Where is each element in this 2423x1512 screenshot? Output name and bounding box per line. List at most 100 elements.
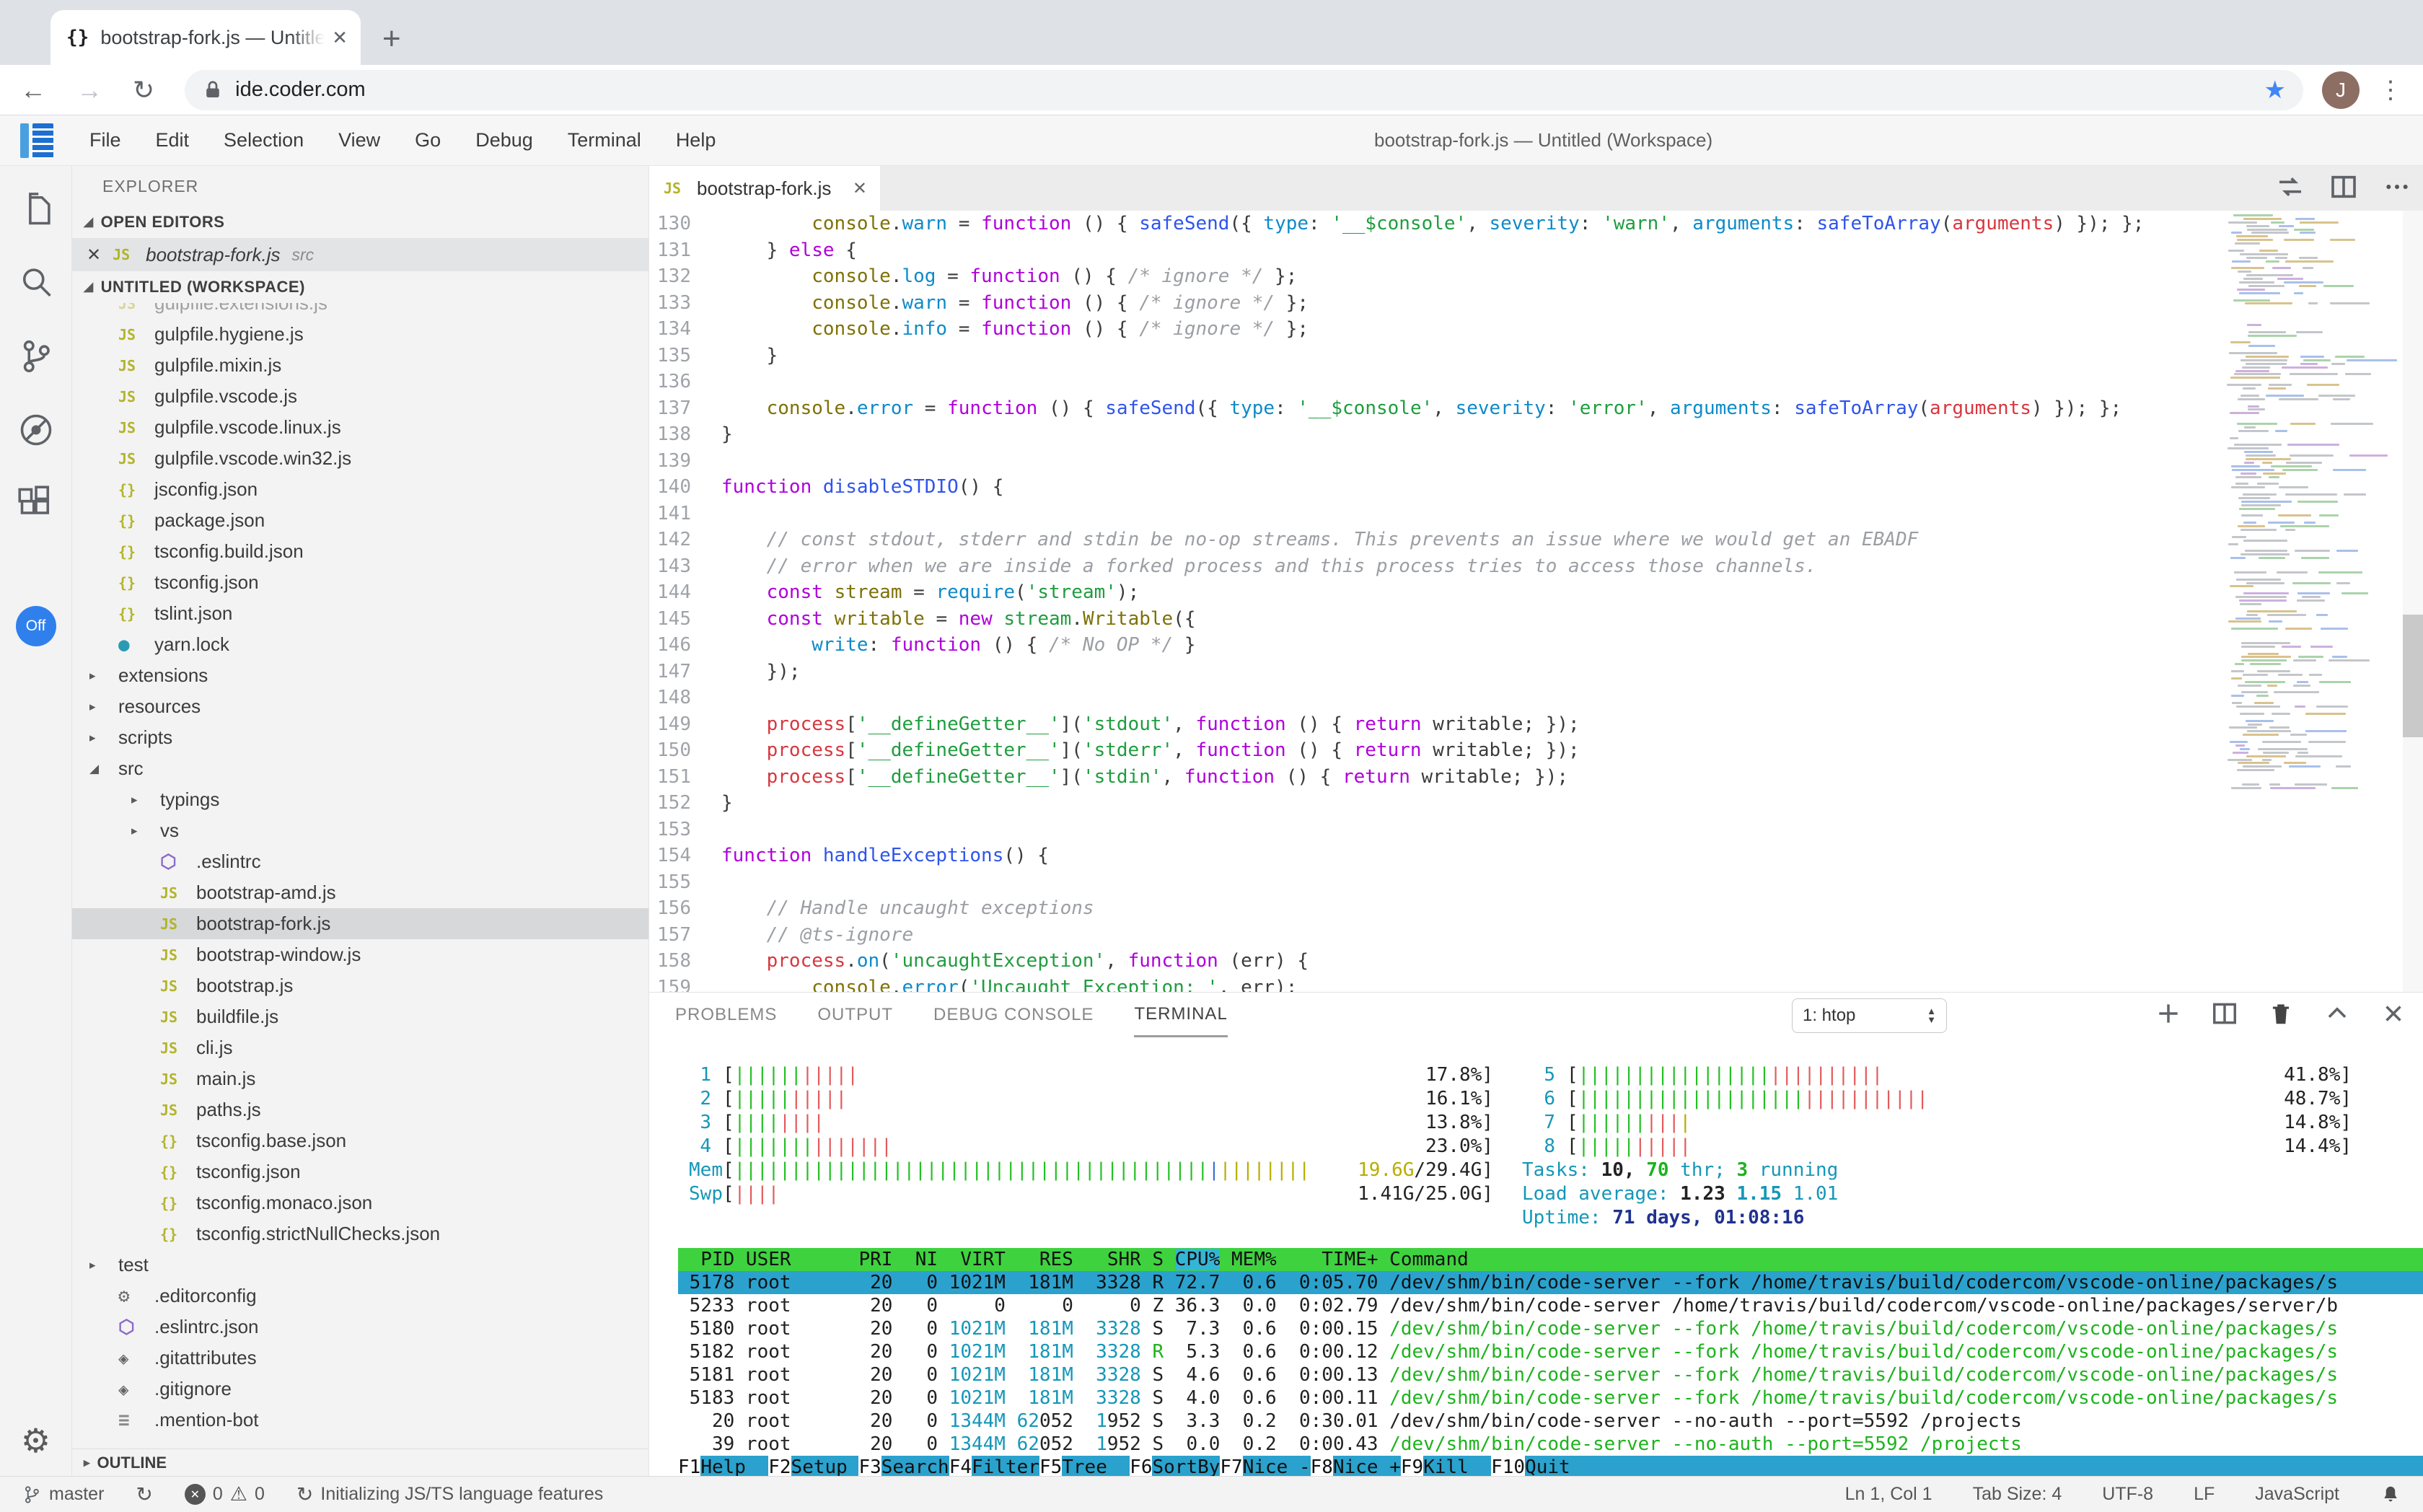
maximize-panel-icon[interactable] [2323, 1000, 2351, 1031]
settings-gear-icon[interactable]: ⚙ [21, 1421, 50, 1460]
tree-item-src[interactable]: ◢src [72, 753, 648, 784]
fkey-label-F9[interactable]: Kill [1423, 1456, 1491, 1476]
fkey-label-F4[interactable]: Filter [972, 1456, 1039, 1476]
debug-icon[interactable] [17, 411, 55, 449]
process-row[interactable]: 5181 root 20 0 1021M 181M 3328 S 4.6 0.6… [678, 1363, 2423, 1386]
tree-item-tsconfig.monaco.json[interactable]: {}tsconfig.monaco.json [72, 1187, 648, 1218]
new-tab-button[interactable]: + [382, 23, 401, 55]
tree-item-tslint.json[interactable]: {}tslint.json [72, 598, 648, 629]
tab-close-icon[interactable]: ✕ [853, 178, 867, 199]
menu-item-debug[interactable]: Debug [458, 129, 550, 151]
fkey-label-F3[interactable]: Search [881, 1456, 949, 1476]
tab-close-icon[interactable]: ✕ [332, 27, 348, 49]
tree-item-.gitignore[interactable]: ◈.gitignore [72, 1373, 648, 1405]
fkey-F4[interactable]: F4 [949, 1456, 972, 1476]
workspace-header[interactable]: ◢ UNTITLED (WORKSPACE) [72, 271, 648, 303]
menu-item-help[interactable]: Help [659, 129, 734, 151]
close-panel-icon[interactable] [2380, 1000, 2407, 1031]
fkey-F2[interactable]: F2 [768, 1456, 791, 1476]
language-mode[interactable]: JavaScript [2255, 1484, 2339, 1505]
split-editor-icon[interactable] [2329, 172, 2358, 205]
search-icon[interactable] [17, 264, 55, 302]
tree-item-jsconfig.json[interactable]: {}jsconfig.json [72, 474, 648, 505]
extensions-icon[interactable] [17, 485, 55, 522]
tree-item-test[interactable]: ▸test [72, 1249, 648, 1280]
code-editor[interactable]: 130 console.warn = function () { safeSen… [649, 211, 2423, 992]
tree-item-buildfile.js[interactable]: JSbuildfile.js [72, 1001, 648, 1032]
tree-item-gulpfile.extensions.js[interactable]: JSgulpfile.extensions.js [72, 303, 648, 319]
tree-item-tsconfig.base.json[interactable]: {}tsconfig.base.json [72, 1125, 648, 1156]
panel-tab-problems[interactable]: PROBLEMS [675, 993, 777, 1037]
cursor-position[interactable]: Ln 1, Col 1 [1845, 1484, 1932, 1505]
tree-item-.eslintrc[interactable]: ⬡.eslintrc [72, 846, 648, 877]
tree-item-.gitattributes[interactable]: ◈.gitattributes [72, 1342, 648, 1373]
fkey-F9[interactable]: F9 [1401, 1456, 1423, 1476]
tree-item-tsconfig.json[interactable]: {}tsconfig.json [72, 1156, 648, 1187]
bookmark-star-icon[interactable]: ★ [2264, 76, 2286, 105]
address-bar[interactable]: ide.coder.com ★ [185, 70, 2303, 110]
fkey-label-F2[interactable]: Setup [791, 1456, 859, 1476]
process-row[interactable]: 5182 root 20 0 1021M 181M 3328 R 5.3 0.6… [678, 1340, 2423, 1363]
close-icon[interactable]: ✕ [87, 245, 101, 265]
tree-item-scripts[interactable]: ▸scripts [72, 722, 648, 753]
encoding[interactable]: UTF-8 [2102, 1484, 2153, 1505]
tree-item-gulpfile.vscode.linux.js[interactable]: JSgulpfile.vscode.linux.js [72, 412, 648, 443]
tree-item-tsconfig.strictNullChecks.json[interactable]: {}tsconfig.strictNullChecks.json [72, 1218, 648, 1249]
menu-item-file[interactable]: File [72, 129, 138, 151]
fkey-label-F1[interactable]: Help [700, 1456, 768, 1476]
editor-tab[interactable]: JS bootstrap-fork.js ✕ [649, 166, 880, 211]
htop-table-header[interactable]: PID USER PRI NI VIRT RES SHR S CPU% MEM%… [678, 1248, 2423, 1271]
process-row[interactable]: 5183 root 20 0 1021M 181M 3328 S 4.0 0.6… [678, 1386, 2423, 1410]
browser-avatar[interactable]: J [2322, 71, 2360, 109]
fkey-label-F8[interactable]: Nice + [1333, 1456, 1401, 1476]
fkey-label-F7[interactable]: Nice - [1243, 1456, 1311, 1476]
more-actions-icon[interactable] [2383, 172, 2411, 205]
process-row[interactable]: 5180 root 20 0 1021M 181M 3328 S 7.3 0.6… [678, 1317, 2423, 1340]
explorer-icon[interactable] [17, 190, 55, 228]
split-terminal-icon[interactable] [2211, 1000, 2238, 1031]
open-changes-icon[interactable] [2276, 172, 2305, 205]
notifications-bell-icon[interactable] [2380, 1484, 2401, 1506]
tree-item-bootstrap-fork.js[interactable]: JSbootstrap-fork.js [72, 908, 648, 939]
tree-item-resources[interactable]: ▸resources [72, 691, 648, 722]
panel-tab-terminal[interactable]: TERMINAL [1134, 993, 1227, 1037]
browser-menu-icon[interactable]: ⋮ [2378, 76, 2403, 105]
fkey-label-F10[interactable]: Quit [1525, 1456, 2423, 1476]
tree-item-gulpfile.vscode.js[interactable]: JSgulpfile.vscode.js [72, 381, 648, 412]
fkey-F1[interactable]: F1 [678, 1456, 700, 1476]
tab-size[interactable]: Tab Size: 4 [1973, 1484, 2062, 1505]
tree-item-gulpfile.mixin.js[interactable]: JSgulpfile.mixin.js [72, 350, 648, 381]
tree-item-bootstrap-amd.js[interactable]: JSbootstrap-amd.js [72, 877, 648, 908]
fkey-F7[interactable]: F7 [1220, 1456, 1242, 1476]
tree-item-main.js[interactable]: JSmain.js [72, 1063, 648, 1094]
tree-item-gulpfile.vscode.win32.js[interactable]: JSgulpfile.vscode.win32.js [72, 443, 648, 474]
process-row[interactable]: 20 root 20 0 1344M 62052 1952 S 3.3 0.2 … [678, 1410, 2423, 1433]
terminal-output[interactable]: 1[|||||||||||17.8%]2[||||||||||16.1%]3[|… [649, 1037, 2423, 1476]
tree-item-extensions[interactable]: ▸extensions [72, 660, 648, 691]
source-control-icon[interactable] [17, 338, 55, 375]
sync-button[interactable]: ↻ [136, 1482, 152, 1506]
fkey-label-F5[interactable]: Tree [1062, 1456, 1130, 1476]
menu-item-edit[interactable]: Edit [138, 129, 207, 151]
new-terminal-icon[interactable] [2155, 1000, 2182, 1031]
fkey-label-F6[interactable]: SortBy [1152, 1456, 1220, 1476]
tree-item-bootstrap.js[interactable]: JSbootstrap.js [72, 970, 648, 1001]
minimap[interactable] [2221, 211, 2401, 809]
reload-icon[interactable]: ↻ [133, 75, 154, 105]
fkey-F3[interactable]: F3 [858, 1456, 881, 1476]
tree-item-tsconfig.build.json[interactable]: {}tsconfig.build.json [72, 536, 648, 567]
fkey-F6[interactable]: F6 [1130, 1456, 1152, 1476]
menu-item-selection[interactable]: Selection [206, 129, 321, 151]
back-icon[interactable]: ← [20, 75, 46, 105]
menu-item-view[interactable]: View [321, 129, 397, 151]
off-toggle-badge[interactable]: Off [16, 606, 56, 646]
panel-tab-debug-console[interactable]: DEBUG CONSOLE [933, 993, 1094, 1037]
eol[interactable]: LF [2194, 1484, 2215, 1505]
kill-terminal-icon[interactable] [2267, 1000, 2295, 1031]
tree-item-.editorconfig[interactable]: ⚙.editorconfig [72, 1280, 648, 1311]
tree-item-.eslintrc.json[interactable]: ⬡.eslintrc.json [72, 1311, 648, 1342]
browser-tab[interactable]: {} bootstrap-fork.js — Untitled (V ✕ [50, 10, 361, 65]
tree-item-tsconfig.json[interactable]: {}tsconfig.json [72, 567, 648, 598]
terminal-select[interactable]: 1: htop ▲▼ [1792, 998, 1947, 1033]
tree-item-vs[interactable]: ▸vs [72, 815, 648, 846]
